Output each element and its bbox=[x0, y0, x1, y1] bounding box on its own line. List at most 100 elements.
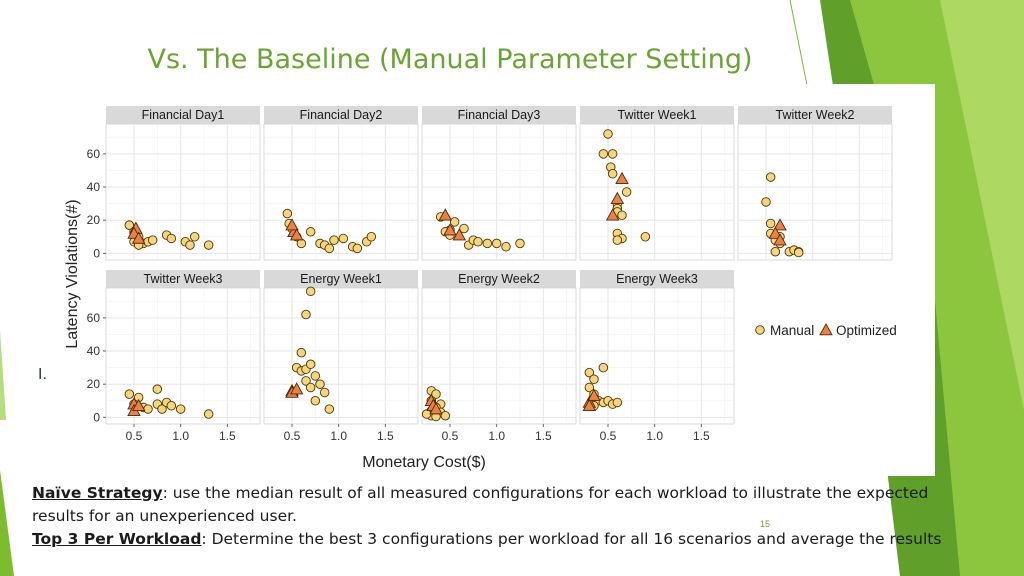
facet-label-energy-week3: Energy Week3 bbox=[616, 272, 698, 286]
manual-point bbox=[589, 374, 599, 384]
panel-bg-energy-week2 bbox=[421, 287, 577, 425]
facet-label-financial-day1: Financial Day1 bbox=[142, 108, 225, 122]
stray-mark: I. bbox=[38, 366, 47, 383]
manual-point bbox=[440, 410, 451, 421]
manual-point bbox=[305, 359, 316, 370]
optimized-point bbox=[587, 388, 601, 402]
manual-point bbox=[793, 247, 804, 258]
manual-point bbox=[621, 187, 632, 197]
manual-point bbox=[166, 233, 177, 244]
manual-point bbox=[324, 404, 335, 414]
manual-point bbox=[203, 409, 214, 419]
x-tick-label: 0.5 bbox=[284, 429, 301, 443]
facet-strip-twitter-week1 bbox=[580, 106, 734, 124]
manual-point bbox=[770, 246, 781, 257]
manual-point bbox=[640, 232, 651, 242]
manual-point bbox=[315, 379, 325, 389]
facet-label-twitter-week3: Twitter Week3 bbox=[144, 272, 223, 286]
x-tick-label: 1.0 bbox=[646, 429, 663, 443]
manual-point bbox=[329, 235, 339, 245]
manual-point bbox=[352, 243, 363, 254]
x-tick-label: 1.5 bbox=[535, 429, 552, 443]
x-tick-label: 1.0 bbox=[172, 429, 189, 443]
manual-point bbox=[124, 389, 135, 399]
facet-label-twitter-week2: Twitter Week2 bbox=[776, 108, 855, 122]
manual-point bbox=[301, 309, 311, 320]
optimized-point bbox=[438, 208, 453, 221]
manual-point bbox=[598, 362, 609, 373]
optimized-point bbox=[131, 398, 146, 412]
caption-line-1: Naïve Strategy: use the median result of… bbox=[32, 482, 942, 528]
manual-point bbox=[617, 210, 627, 220]
facet-label-twitter-week1: Twitter Week1 bbox=[618, 108, 697, 122]
green-corner-left-2 bbox=[0, 330, 6, 420]
manual-point bbox=[175, 404, 186, 414]
chart-svg: Financial Day1 0 20 40 60 Financial Day2 Finan… bbox=[64, 106, 897, 471]
manual-point bbox=[296, 238, 307, 249]
facet-strip-financial-day1 bbox=[106, 106, 260, 124]
manual-point bbox=[607, 149, 618, 159]
facet-label-financial-day3: Financial Day3 bbox=[458, 108, 541, 122]
x-tick-label: 1.5 bbox=[693, 429, 710, 443]
panel-bg-twitter-week2 bbox=[737, 123, 893, 261]
optimized-point bbox=[289, 382, 304, 395]
manual-point bbox=[324, 243, 335, 254]
manual-point bbox=[501, 241, 511, 252]
manual-point bbox=[598, 149, 609, 159]
facet-strip-energy-week2 bbox=[422, 270, 576, 288]
x-axis-title: Monetary Cost($) bbox=[362, 454, 486, 471]
caption-line-2: Top 3 Per Workload: Determine the best 3… bbox=[32, 528, 942, 551]
slide-title: Vs. The Baseline (Manual Parameter Setti… bbox=[147, 44, 753, 75]
deco-line bbox=[789, 0, 811, 101]
manual-point bbox=[366, 232, 377, 242]
optimized-point bbox=[605, 208, 620, 221]
manual-point bbox=[185, 240, 195, 250]
manual-point bbox=[305, 286, 316, 297]
panel-bg-twitter-week1 bbox=[579, 123, 735, 261]
facet-strip-energy-week3 bbox=[580, 270, 734, 288]
manual-point bbox=[584, 382, 595, 393]
manual-point bbox=[305, 227, 316, 237]
green-band-pale bbox=[940, 0, 1024, 410]
x-tick-label: 1.5 bbox=[219, 429, 236, 443]
manual-point bbox=[152, 384, 163, 394]
y-tick-label: 0 bbox=[93, 246, 100, 260]
optimized-point bbox=[615, 171, 629, 184]
x-tick-label: 1.5 bbox=[377, 429, 394, 443]
y-tick-label: 60 bbox=[87, 147, 101, 161]
optimized-point bbox=[443, 223, 457, 236]
optimized-point bbox=[429, 402, 443, 415]
y-tick-label: 40 bbox=[87, 180, 101, 194]
optimized-point bbox=[285, 218, 299, 231]
manual-point bbox=[449, 217, 460, 227]
manual-point bbox=[612, 235, 623, 245]
x-tick-label: 0.5 bbox=[126, 429, 143, 443]
manual-point bbox=[515, 238, 525, 249]
facet-strip-financial-day3 bbox=[422, 106, 576, 124]
manual-point bbox=[124, 220, 135, 230]
legend-manual-label: Manual bbox=[770, 323, 814, 338]
manual-point bbox=[612, 397, 623, 408]
manual-point bbox=[157, 404, 167, 414]
optimized-point bbox=[773, 218, 787, 231]
legend-optimized-icon bbox=[819, 323, 833, 336]
optimized-point bbox=[768, 226, 783, 239]
x-tick-label: 1.0 bbox=[488, 429, 505, 443]
manual-point bbox=[310, 396, 321, 406]
caption-text: Naïve Strategy: use the median result of… bbox=[32, 482, 942, 551]
manual-point bbox=[482, 238, 493, 249]
manual-point bbox=[431, 389, 441, 399]
slide-number: 15 bbox=[760, 519, 771, 529]
y-axis-title: Latency Violations(#) bbox=[64, 199, 81, 348]
x-tick-label: 1.0 bbox=[330, 429, 347, 443]
facet-label-energy-week2: Energy Week2 bbox=[458, 272, 540, 286]
caption-key-naive: Naïve Strategy bbox=[32, 484, 163, 502]
optimized-point bbox=[582, 398, 597, 412]
facet-strip-energy-week1 bbox=[264, 270, 418, 288]
manual-point bbox=[143, 404, 153, 414]
x-tick-label: 0.5 bbox=[442, 429, 459, 443]
manual-point bbox=[491, 238, 502, 249]
manual-point bbox=[189, 232, 200, 242]
caption-body-top3: : Determine the best 3 configurations pe… bbox=[201, 530, 942, 548]
manual-point bbox=[310, 371, 321, 381]
